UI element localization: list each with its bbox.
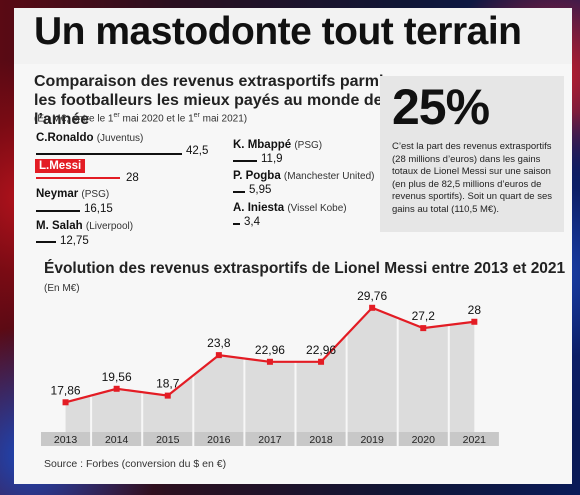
- data-point: [62, 399, 69, 406]
- data-label: 19,56: [102, 370, 132, 384]
- x-tick-label: 2016: [207, 434, 231, 446]
- data-point: [215, 352, 222, 359]
- data-label: 23,8: [207, 336, 231, 350]
- x-axis-cell: [296, 432, 346, 446]
- data-label: 18,7: [156, 377, 180, 391]
- data-label: 29,76: [357, 289, 387, 303]
- player-value-mbappe: 11,9: [261, 153, 283, 165]
- player-value-messi: 28: [126, 172, 139, 184]
- data-label: 17,86: [51, 383, 81, 397]
- player-name-iniesta: A. Iniesta (Vissel Kobe): [233, 202, 347, 214]
- x-tick-label: 2017: [258, 434, 282, 446]
- x-tick-label: 2018: [309, 434, 333, 446]
- player-value-neymar: 16,15: [84, 203, 113, 215]
- stat-percentage: 25%: [392, 79, 490, 135]
- data-label: 28: [468, 303, 482, 317]
- data-point: [318, 358, 325, 365]
- x-axis-cell: [143, 432, 193, 446]
- source-note: Source : Forbes (conversion du $ en €): [44, 458, 227, 470]
- data-point: [471, 318, 478, 325]
- x-tick-label: 2020: [412, 434, 436, 446]
- player-name-mbappe: K. Mbappé (PSG): [233, 139, 323, 151]
- player-bar-pogba: [233, 191, 245, 193]
- x-tick-label: 2014: [105, 434, 129, 446]
- x-axis-cell: [449, 432, 499, 446]
- x-tick-label: 2015: [156, 434, 180, 446]
- player-name-ronaldo: C.Ronaldo (Juventus): [36, 132, 144, 144]
- player-bar-salah: [36, 241, 56, 243]
- data-point: [420, 325, 427, 332]
- data-point: [164, 392, 171, 399]
- x-tick-label: 2019: [360, 434, 384, 446]
- player-name-messi: L.Messi: [35, 159, 86, 173]
- player-name-neymar: Neymar (PSG): [36, 188, 110, 200]
- data-label: 27,2: [412, 309, 436, 323]
- player-value-pogba: 5,95: [249, 184, 272, 196]
- x-axis-cell: [398, 432, 448, 446]
- player-value-ronaldo: 42,5: [186, 145, 209, 157]
- ranking-subtitle: (En M€, entre le 1er mai 2020 et le 1er …: [34, 112, 248, 125]
- x-tick-label: 2013: [54, 434, 78, 446]
- x-axis-cell: [41, 432, 91, 446]
- x-axis-cell: [347, 432, 397, 446]
- player-value-iniesta: 3,4: [244, 216, 260, 228]
- x-tick-label: 2021: [463, 434, 487, 446]
- player-bar-iniesta: [233, 223, 240, 225]
- x-axis-cell: [92, 432, 142, 446]
- headline-band: [14, 8, 572, 64]
- chart-title: Évolution des revenus extrasportifs de L…: [44, 260, 566, 277]
- player-name-pogba: P. Pogba (Manchester United): [233, 170, 375, 182]
- chart-area: [65, 307, 475, 432]
- data-label: 22,96: [255, 343, 285, 357]
- data-label: 22,96: [306, 343, 336, 357]
- player-bar-ronaldo: [36, 153, 182, 155]
- x-axis-cell: [245, 432, 295, 446]
- ranking-title: Comparaison des revenus extrasportifs pa…: [34, 73, 384, 128]
- player-bar-messi: [36, 177, 120, 179]
- stat-description: C’est la part des revenus extrasportifs …: [392, 141, 552, 215]
- data-point: [113, 385, 120, 392]
- stat-box: [380, 76, 564, 232]
- chart-unit: (En M€): [44, 283, 80, 294]
- data-point: [369, 304, 376, 311]
- x-axis-cell: [194, 432, 244, 446]
- data-point: [266, 358, 273, 365]
- player-name-salah: M. Salah (Liverpool): [36, 220, 134, 232]
- player-value-salah: 12,75: [60, 235, 89, 247]
- player-bar-mbappe: [233, 160, 257, 162]
- headline: Un mastodonte tout terrain: [34, 10, 522, 53]
- player-bar-neymar: [36, 210, 80, 212]
